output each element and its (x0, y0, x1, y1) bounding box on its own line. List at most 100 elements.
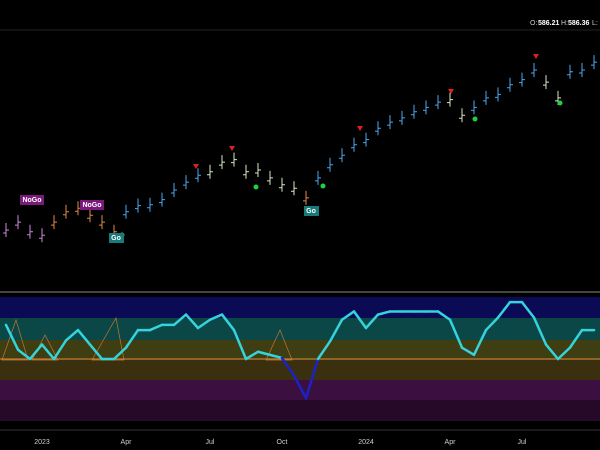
price-bar (15, 215, 21, 230)
price-bar (375, 121, 381, 136)
oscillator-segment (16, 348, 32, 361)
oscillator-segment (376, 310, 392, 316)
price-bar (27, 224, 33, 239)
oscillator-segment (64, 328, 80, 342)
price-bar (363, 132, 369, 147)
x-tick-label: Jul (206, 439, 215, 446)
buy-signal (253, 184, 259, 190)
price-bar (87, 208, 93, 223)
band (0, 400, 600, 421)
nogo-label: NoGo (82, 202, 101, 209)
price-bar (3, 223, 9, 237)
oscillator-segment (28, 343, 44, 361)
header-value: 586.21 (538, 20, 560, 27)
oscillator-segment (220, 313, 236, 332)
price-bar (567, 64, 573, 79)
oscillator-segment (460, 346, 476, 357)
price-bar (303, 190, 309, 205)
price-bar (267, 170, 273, 185)
price-bar (219, 155, 225, 170)
price-bar (471, 100, 477, 115)
oscillator-segment (256, 350, 272, 357)
oscillator-segment (184, 313, 200, 330)
price-bar (483, 90, 489, 105)
price-bar (519, 72, 525, 87)
oscillator-segment (208, 313, 224, 321)
oscillator-panel: 2023 Apr Jul Oct 2024 Apr Jul (0, 300, 600, 446)
price-bar (531, 63, 537, 77)
header-label: L: (592, 20, 598, 27)
price-bar (543, 75, 549, 90)
go-box (109, 233, 124, 243)
x-tick-label: Jul (518, 439, 527, 446)
header-label: H: (561, 20, 568, 27)
oscillator-segment (244, 350, 260, 361)
band (0, 340, 600, 360)
oscillator-segment (112, 346, 128, 361)
oscillator-segment (76, 328, 92, 346)
nogo-label: NoGo (22, 197, 41, 204)
oscillator-segment (556, 346, 572, 361)
nogo-box (80, 200, 104, 210)
oscillator-segment (148, 323, 164, 332)
price-bar (255, 163, 261, 177)
x-tick-label: Apr (445, 439, 457, 446)
x-tick-label: 2024 (358, 439, 374, 446)
pressure-triangle (265, 329, 293, 361)
band (0, 360, 600, 380)
band (0, 380, 600, 400)
oscillator-segment (520, 300, 536, 319)
oscillator-segment (268, 353, 284, 360)
go-label: Go (111, 235, 121, 242)
price-bar (447, 92, 453, 107)
price-bar (591, 55, 597, 70)
oscillator-segment (280, 356, 296, 377)
price-bar (459, 108, 465, 123)
price-bar (351, 137, 357, 152)
oscillator-segment (340, 310, 356, 321)
oscillator-segment (88, 343, 104, 361)
price-bar (279, 177, 285, 192)
annotations: NoGo NoGo Go Go (20, 195, 319, 243)
price-bar (51, 215, 57, 230)
price-bar (123, 204, 129, 219)
price-bar (579, 63, 585, 77)
oscillator-segment (484, 316, 500, 332)
oscillator-segment (352, 310, 368, 330)
price-bar (231, 152, 237, 167)
go-box (304, 206, 319, 216)
oscillator-segment (196, 318, 212, 330)
buy-signal (320, 183, 326, 189)
oscillator-bands (0, 297, 600, 421)
sell-signal (357, 126, 363, 131)
x-tick-label: Apr (121, 439, 133, 446)
sell-signal (193, 164, 199, 169)
go-label: Go (306, 208, 316, 215)
price-bar (63, 204, 69, 219)
oscillator-segment (172, 313, 188, 327)
pressure-triangle (1, 318, 29, 361)
oscillator-segment (436, 310, 452, 321)
oscillator-segment (4, 323, 20, 351)
price-bar (171, 183, 177, 197)
oscillator-segment (304, 357, 320, 400)
buy-signal (472, 116, 478, 122)
price-bar (207, 164, 213, 179)
price-bar (99, 215, 105, 230)
band (0, 318, 600, 340)
price-bar (411, 104, 417, 119)
oscillator-segment (472, 328, 488, 357)
sell-signal (229, 146, 235, 151)
header-value: 586.36 (568, 20, 590, 27)
price-bar (291, 181, 297, 196)
buy-signal (557, 100, 563, 106)
oscillator-segment (364, 313, 380, 330)
nogo-box (20, 195, 44, 205)
price-bar (339, 148, 345, 163)
oscillator-segment (40, 343, 56, 361)
price-bar (495, 87, 501, 102)
price-bar (399, 110, 405, 125)
oscillator-segment (52, 339, 68, 361)
price-bar (147, 197, 153, 212)
